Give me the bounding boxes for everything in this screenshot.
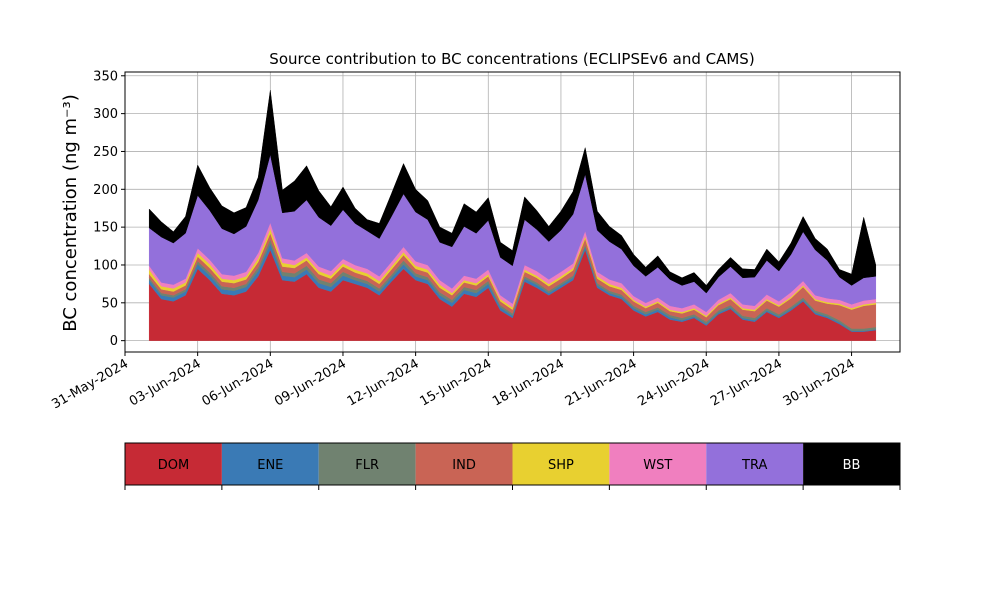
legend-label-ind: IND bbox=[452, 458, 476, 473]
x-tick-label: 12-Jun-2024 bbox=[345, 356, 422, 409]
chart-title: Source contribution to BC concentrations… bbox=[269, 50, 754, 68]
x-tick-label: 15-Jun-2024 bbox=[417, 356, 494, 409]
y-tick-label: 50 bbox=[101, 296, 118, 311]
x-tick-label: 27-Jun-2024 bbox=[708, 356, 785, 409]
y-tick-label: 300 bbox=[93, 107, 118, 122]
legend-label-wst: WST bbox=[643, 458, 672, 473]
legend-swatch-bb bbox=[803, 443, 900, 485]
x-tick-label: 30-Jun-2024 bbox=[781, 356, 858, 409]
y-tick-label: 0 bbox=[110, 334, 118, 349]
legend-swatch-ind bbox=[415, 443, 513, 485]
x-tick-label: 09-Jun-2024 bbox=[272, 356, 349, 409]
x-tick-label: 31-May-2024 bbox=[49, 356, 131, 412]
y-tick-label: 150 bbox=[93, 221, 118, 236]
y-axis-label: BC concentration (ng m⁻³) bbox=[60, 94, 81, 332]
legend-swatch-dom bbox=[125, 443, 222, 485]
legend-label-shp: SHP bbox=[548, 458, 574, 473]
legend-swatch-shp bbox=[512, 443, 610, 485]
axes-frame bbox=[124, 71, 901, 353]
legend-swatch-ene bbox=[221, 443, 319, 485]
legend-swatch-wst bbox=[609, 443, 707, 485]
y-tick-label: 350 bbox=[93, 69, 118, 84]
legend-label-tra: TRA bbox=[741, 458, 767, 473]
y-tick-label: 200 bbox=[93, 183, 118, 198]
legend: DOM ENE FLR IND SHP WST TRA BB bbox=[124, 442, 901, 490]
legend-label-bb: BB bbox=[843, 458, 861, 473]
y-tick-label: 250 bbox=[93, 145, 118, 160]
x-tick-label: 18-Jun-2024 bbox=[490, 356, 567, 409]
legend-swatch-tra bbox=[706, 443, 804, 485]
plot-area: 0 50 100 150 200 250 300 350 31-May-202403-Jun-2… bbox=[49, 69, 901, 412]
x-tick-label: 21-Jun-2024 bbox=[563, 356, 640, 409]
x-tick-label: 06-Jun-2024 bbox=[199, 356, 276, 409]
x-tick-label: 24-Jun-2024 bbox=[635, 356, 712, 409]
legend-label-dom: DOM bbox=[158, 458, 189, 473]
legend-label-ene: ENE bbox=[257, 458, 283, 473]
area-bb bbox=[148, 90, 877, 294]
legend-label-flr: FLR bbox=[355, 458, 379, 473]
legend-swatch-flr bbox=[318, 443, 416, 485]
x-tick-label: 03-Jun-2024 bbox=[127, 356, 204, 409]
y-tick-label: 100 bbox=[93, 258, 118, 273]
